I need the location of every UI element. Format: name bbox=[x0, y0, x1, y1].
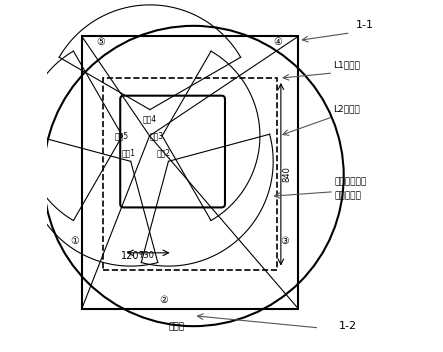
Text: 雷达4: 雷达4 bbox=[143, 114, 157, 123]
Text: 达感知范围: 达感知范围 bbox=[335, 192, 362, 201]
Text: ③: ③ bbox=[280, 235, 289, 246]
Text: 雷达2: 雷达2 bbox=[157, 149, 171, 158]
Text: 730: 730 bbox=[138, 251, 155, 260]
Text: 840: 840 bbox=[283, 166, 291, 182]
Text: 雷达5: 雷达5 bbox=[115, 131, 129, 140]
Text: ⑤: ⑤ bbox=[97, 37, 105, 46]
Text: 雷达3: 雷达3 bbox=[150, 131, 164, 140]
Text: L2范围线: L2范围线 bbox=[333, 105, 360, 113]
Text: 雷达1: 雷达1 bbox=[122, 149, 136, 158]
Text: ②: ② bbox=[159, 295, 168, 305]
Text: ①: ① bbox=[70, 235, 79, 246]
Text: 1-2: 1-2 bbox=[338, 321, 357, 331]
Text: L1范围线: L1范围线 bbox=[333, 61, 360, 70]
Bar bbox=[82, 36, 298, 309]
Text: 单个毫米波雷: 单个毫米波雷 bbox=[335, 178, 367, 187]
Text: 数据线: 数据线 bbox=[168, 322, 184, 331]
Text: ④: ④ bbox=[273, 37, 282, 46]
Text: 120°: 120° bbox=[121, 251, 144, 261]
Text: 1-1: 1-1 bbox=[356, 20, 374, 30]
Bar bbox=[103, 78, 277, 270]
